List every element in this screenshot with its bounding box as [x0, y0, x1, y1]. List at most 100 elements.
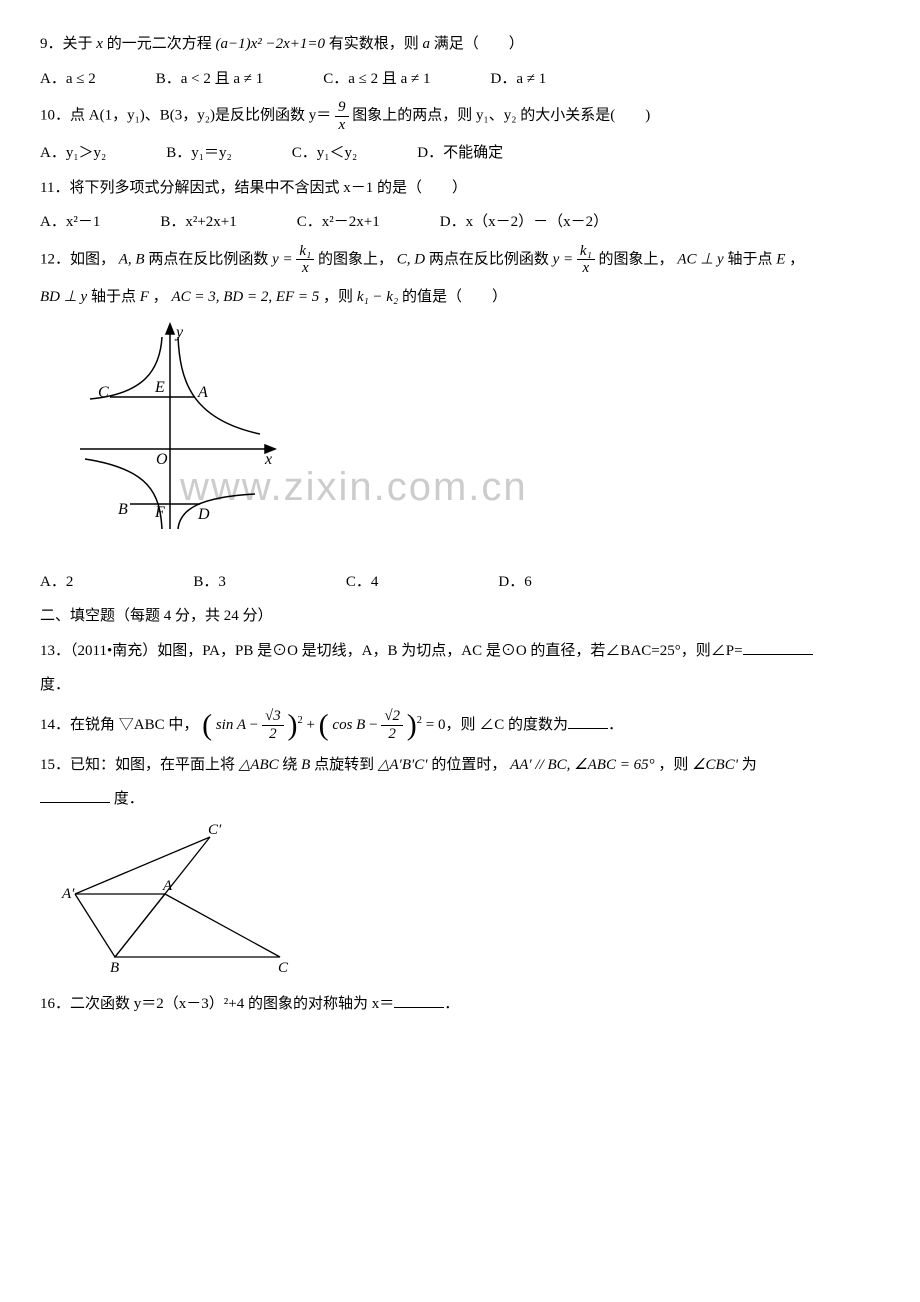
question-11: 11．将下列多项式分解因式，结果中不含因式 x－1 的是（ ） [40, 174, 870, 203]
q15-lbl-b: B [110, 960, 119, 972]
q12-opt-a: A．2 [40, 568, 73, 597]
q15-m2: 点旋转到 [314, 757, 374, 773]
q15-lbl-c: C [278, 960, 289, 972]
q14-sqrt3: √3 [262, 708, 284, 726]
lparen2-icon: ( [319, 708, 329, 741]
q11-opt-a: A．x²－1 [40, 208, 100, 237]
q15-figure: C′ A′ A B C [60, 822, 870, 983]
q15-tri2: △A′B′C′ [378, 757, 428, 773]
q9-pre: 9．关于 [40, 36, 93, 52]
q12-l2-k: k₁ − k₂ [357, 289, 398, 305]
q16-blank [394, 992, 444, 1008]
q12-opt-d: D．6 [498, 568, 531, 597]
q14-pre: 14．在锐角 ▽ABC 中， [40, 717, 198, 733]
q12-lbl-a: A [197, 384, 208, 401]
q14-blank [568, 713, 608, 729]
q12-l1-e: E [776, 251, 785, 267]
question-12-line2: BD ⊥ y 轴于点 F ， AC = 3, BD = 2, EF = 5 ，则… [40, 283, 870, 312]
q12-l1-end: 轴于点 [727, 251, 772, 267]
question-15-line1: 15．已知：如图，在平面上将 △ABC 绕 B 点旋转到 △A′B′C′ 的位置… [40, 751, 870, 780]
q12-l1-ac: AC ⊥ y [677, 251, 723, 267]
question-9: 9．关于 x 的一元二次方程 (a−1)x² −2x+1=0 有实数根，则 a … [40, 30, 870, 59]
q9-end: 满足（ ） [434, 36, 524, 52]
q12-l2-m3: ，则 [323, 289, 353, 305]
q14-sina: sin A [216, 717, 246, 733]
q12-frac2: k₁ x [577, 243, 595, 277]
q11-opt-b: B．x²+2x+1 [160, 208, 236, 237]
q14-cosb: cos B [332, 717, 365, 733]
q12-l1-comma: ， [789, 251, 804, 267]
q13-blank [743, 639, 813, 655]
q10-pre: 10．点 A(1，y₁)、B(3，y₂)是反比例函数 y＝ [40, 107, 331, 123]
q14-sq1: 2 [297, 715, 302, 726]
q12-l2-m2: ， [153, 289, 168, 305]
q12-l1-y1: y = [272, 251, 296, 267]
q15-ang: ∠CBC' [692, 757, 738, 773]
q12-l1-m3: 两点在反比例函数 [429, 251, 549, 267]
q9-var-x: x [96, 36, 103, 52]
q10-mid: 图象上的两点，则 y₁、y₂ 的大小关系是( ) [352, 107, 650, 123]
question-15-line2: 度． [40, 785, 870, 814]
q12-l1-ab: A, B [119, 251, 145, 267]
q12-lbl-b: B [118, 501, 128, 518]
q12-l2-end: 的值是（ ） [402, 289, 507, 305]
q12-lbl-y: y [174, 324, 184, 341]
q14-period: ． [608, 717, 623, 733]
q12-opt-c: C．4 [346, 568, 379, 597]
q9-opt-a: A．a ≤ 2 [40, 65, 96, 94]
q16-pre: 16．二次函数 y＝2（x－3）²+4 的图象的对称轴为 x＝ [40, 996, 394, 1012]
q14-sqrt2: √2 [381, 708, 403, 726]
q10-opt-b: B．y₁＝y₂ [166, 139, 231, 168]
question-12-line1: 12．如图， A, B 两点在反比例函数 y = k₁ x 的图象上， C, D… [40, 243, 870, 277]
q14-den2: 2 [381, 726, 403, 743]
q12-lbl-o: O [156, 451, 168, 468]
question-14: 14．在锐角 ▽ABC 中， ( sin A − √3 2 )2 + ( cos… [40, 706, 870, 745]
q15-m1: 绕 [282, 757, 297, 773]
q12-options: A．2 B．3 C．4 D．6 [40, 568, 870, 597]
q15-m3: 的位置时， [431, 757, 506, 773]
question-13: 13．（2011•南充）如图，PA，PB 是⊙O 是切线，A，B 为切点，AC … [40, 637, 870, 666]
q15-end: ，则 [658, 757, 688, 773]
q14-minus1: − [250, 717, 262, 733]
q15-cond: AA′ // BC, ∠ABC = 65° [510, 757, 655, 773]
q15-graph-svg: C′ A′ A B C [60, 822, 300, 972]
q14-frac2: √2 2 [381, 708, 403, 742]
q12-lbl-x: x [264, 451, 272, 468]
q12-l1-cd: C, D [397, 251, 425, 267]
q12-figure: y x O C E A B F D www.zixin.com.cn [60, 319, 870, 560]
q15-pre: 15．已知：如图，在平面上将 [40, 757, 235, 773]
q12-frac1-den: x [296, 260, 314, 277]
q9-options: A．a ≤ 2 B．a < 2 且 a ≠ 1 C．a ≤ 2 且 a ≠ 1 … [40, 65, 870, 94]
q15-lbl-cp: C′ [208, 822, 222, 838]
rparen2-icon: ) [407, 708, 417, 741]
lparen1-icon: ( [202, 708, 212, 741]
q14-plus: + [306, 717, 314, 733]
q12-l1-m4: 的图象上， [599, 251, 674, 267]
q9-mid1: 的一元二次方程 [107, 36, 212, 52]
q9-var-a: a [423, 36, 431, 52]
q16-end: ． [444, 996, 459, 1012]
q11-options: A．x²－1 B．x²+2x+1 C．x²－2x+1 D．x（x－2）－（x－2… [40, 208, 870, 237]
q14-den1: 2 [262, 726, 284, 743]
q14-frac1: √3 2 [262, 708, 284, 742]
q10-options: A．y₁＞y₂ B．y₁＝y₂ C．y₁＜y₂ D．不能确定 [40, 139, 870, 168]
q13-pre: 13．（2011•南充）如图，PA，PB 是⊙O 是切线，A，B 为切点，AC … [40, 643, 743, 659]
section-2-title: 二、填空题（每题 4 分，共 24 分） [40, 602, 870, 631]
q10-frac-num: 9 [335, 99, 349, 117]
q9-eq: (a−1)x² −2x+1=0 [215, 36, 325, 52]
q10-frac-den: x [335, 117, 349, 134]
q15-l2-end: 度． [114, 791, 144, 807]
rparen1-icon: ) [287, 708, 297, 741]
q14-eq0: = 0，则 ∠C 的度数为 [426, 717, 568, 733]
q12-frac1-num: k₁ [296, 243, 314, 261]
q12-l1-pre: 12．如图， [40, 251, 115, 267]
q12-l2-m1: 轴于点 [91, 289, 136, 305]
q10-opt-a: A．y₁＞y₂ [40, 139, 106, 168]
q9-opt-d: D．a ≠ 1 [491, 65, 547, 94]
q12-l1-y2: y = [553, 251, 577, 267]
q10-frac: 9 x [335, 99, 349, 133]
q14-sq2: 2 [417, 715, 422, 726]
q12-lbl-e: E [154, 379, 165, 396]
q11-opt-d: D．x（x－2）－（x－2） [440, 208, 608, 237]
q15-lbl-a: A [162, 878, 173, 894]
